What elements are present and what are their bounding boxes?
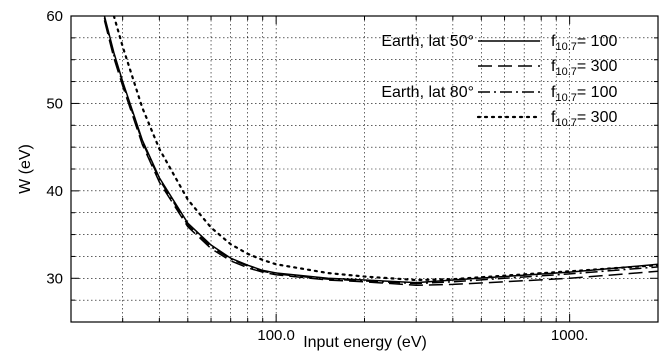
legend-group-label: Earth, lat 80° xyxy=(381,84,474,101)
legend-group-label: Earth, lat 50° xyxy=(381,33,474,50)
tick-marks xyxy=(70,15,659,323)
grid-lines xyxy=(71,16,658,322)
legend-entry-label: f10.7= 100 xyxy=(551,84,617,104)
series-line-1 xyxy=(103,16,658,284)
legend: f10.7= 100 Earth, lat 50° f10.7= 300 f10.7=… xyxy=(381,33,617,129)
legend-entry-label: f10.7= 300 xyxy=(551,109,617,129)
legend-entry-label: f10.7= 100 xyxy=(551,33,617,53)
series-line-3 xyxy=(103,17,658,285)
y-tick-label: 40 xyxy=(46,183,63,200)
series-lines xyxy=(103,16,658,287)
x-tick-label: 100.0 xyxy=(257,327,295,344)
y-tick-label: 60 xyxy=(46,8,63,25)
x-axis-label: Input energy (eV) xyxy=(303,334,427,351)
x-tick-label: 1000. xyxy=(551,327,589,344)
y-tick-label: 30 xyxy=(46,270,63,287)
series-line-4 xyxy=(112,16,658,282)
y-axis-label: W (eV) xyxy=(17,144,34,194)
legend-entry-label: f10.7= 300 xyxy=(551,58,617,78)
tick-labels: 100.0 1000. 30 40 50 60 xyxy=(46,8,588,344)
y-tick-label: 50 xyxy=(46,95,63,112)
series-line-2 xyxy=(103,20,658,287)
